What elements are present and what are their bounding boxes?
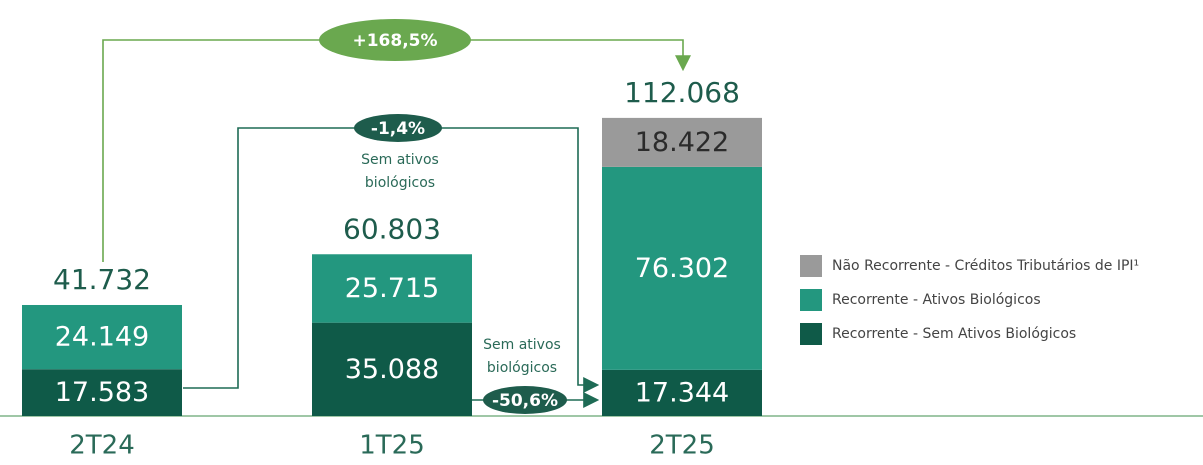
badge	[319, 19, 471, 61]
badge	[483, 386, 567, 414]
bar-segment	[602, 166, 762, 370]
value-label: 35.088	[345, 354, 439, 385]
bar-segment	[602, 117, 762, 167]
x-tick-label: 2T24	[69, 431, 135, 461]
value-label: 24.149	[55, 322, 149, 353]
annotation: -50,6%	[492, 391, 558, 411]
legend-swatch	[800, 323, 822, 345]
annotation-note: biológicos	[487, 360, 557, 376]
badge	[354, 114, 442, 142]
bar-segment	[22, 369, 182, 416]
annotation-note: biológicos	[365, 175, 435, 191]
x-tick-label: 2T25	[649, 431, 715, 461]
bar-segment	[602, 369, 762, 416]
legend-label: Não Recorrente - Créditos Tributários de…	[832, 258, 1139, 274]
total-label: 112.068	[624, 76, 740, 109]
value-label: 17.583	[55, 377, 149, 408]
legend-label: Recorrente - Sem Ativos Biológicos	[832, 326, 1076, 342]
bar-segment	[312, 254, 472, 323]
value-label: 17.344	[635, 377, 729, 408]
annotation: +168,5%	[352, 31, 437, 51]
annotation-note: Sem ativos	[361, 152, 439, 168]
legend-swatch	[800, 255, 822, 277]
value-label: 18.422	[635, 127, 729, 158]
total-label: 41.732	[53, 263, 151, 296]
bar-segment	[312, 322, 472, 416]
total-label: 60.803	[343, 212, 441, 245]
annotation: -1,4%	[371, 119, 425, 139]
value-label: 25.715	[345, 273, 439, 304]
bar-segment	[22, 304, 182, 370]
legend-swatch	[800, 289, 822, 311]
legend-label: Recorrente - Ativos Biológicos	[832, 292, 1041, 308]
x-tick-label: 1T25	[359, 431, 425, 461]
annotation-note: Sem ativos	[483, 337, 561, 353]
value-label: 76.302	[635, 253, 729, 284]
